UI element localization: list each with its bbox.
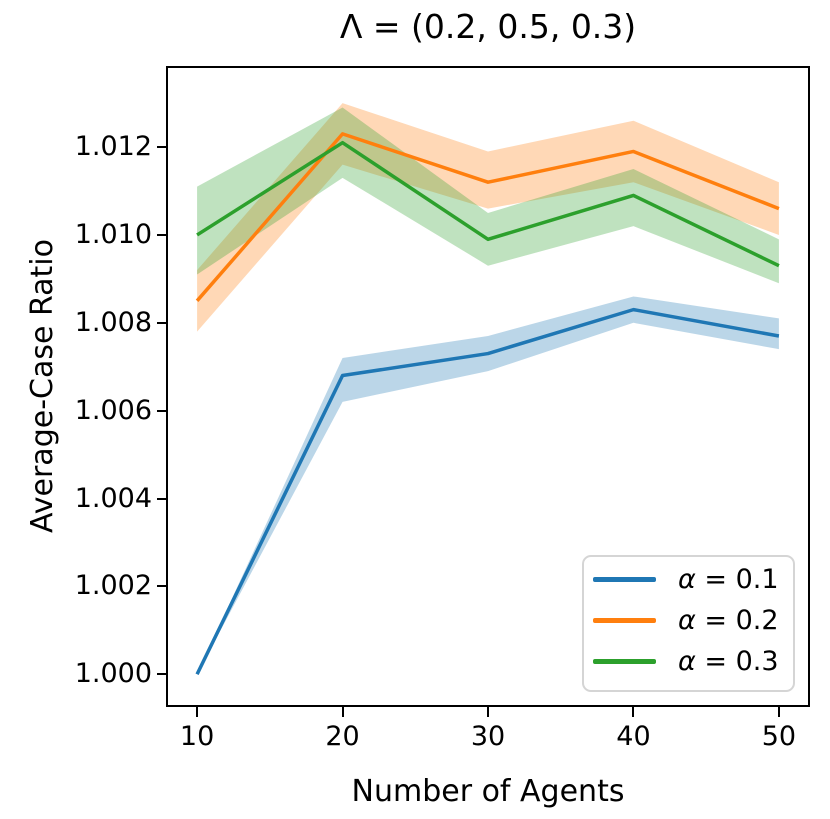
x-tick-mark bbox=[777, 707, 780, 717]
x-tick-mark bbox=[196, 707, 199, 717]
x-tick-mark bbox=[487, 707, 489, 717]
y-tick-label: 1.012 bbox=[74, 131, 152, 163]
y-tick-mark bbox=[157, 585, 167, 588]
alpha-0-1-line bbox=[195, 307, 780, 676]
alpha-0-2-legend-label: α = 0.2 bbox=[678, 605, 779, 636]
x-tick-label: 30 bbox=[470, 721, 506, 752]
x-tick-label: 10 bbox=[179, 721, 215, 752]
y-tick-label: 1.000 bbox=[74, 658, 152, 690]
x-tick-label: 20 bbox=[325, 721, 360, 752]
alpha-0-3-band bbox=[197, 107, 779, 284]
alpha-0-1-band bbox=[197, 296, 779, 675]
x-axis-label: Number of Agents bbox=[351, 774, 625, 809]
y-tick-mark bbox=[157, 497, 167, 500]
chart-title: Λ = (0.2, 0.5, 0.3) bbox=[339, 7, 637, 46]
legend: α = 0.1 α = 0.2 α = 0.3 bbox=[582, 555, 795, 692]
x-tick-mark bbox=[341, 707, 344, 717]
alpha-0-3-line bbox=[196, 140, 780, 268]
y-tick-mark bbox=[157, 673, 167, 676]
legend-entry-alpha-0-3: α = 0.3 bbox=[593, 641, 793, 682]
alpha-0-2-line bbox=[195, 132, 780, 302]
y-tick-label: 1.004 bbox=[74, 482, 152, 514]
legend-entry-alpha-0-2: α = 0.2 bbox=[593, 600, 793, 641]
x-tick-label: 40 bbox=[616, 721, 651, 752]
y-tick-mark bbox=[157, 409, 167, 412]
y-tick-label: 1.008 bbox=[74, 306, 152, 338]
y-tick-label: 1.006 bbox=[74, 394, 152, 426]
legend-entry-alpha-0-1: α = 0.1 bbox=[593, 559, 793, 600]
y-tick-label: 1.010 bbox=[74, 218, 152, 250]
alpha-0-2-band bbox=[197, 103, 779, 332]
alpha-0-2-legend-swatch bbox=[593, 618, 656, 623]
y-tick-mark bbox=[157, 321, 167, 324]
y-tick-mark bbox=[157, 233, 167, 236]
x-tick-label: 50 bbox=[761, 721, 797, 752]
alpha-0-3-legend-label: α = 0.3 bbox=[678, 646, 779, 677]
y-tick-label: 1.002 bbox=[74, 570, 152, 602]
plot-canvas bbox=[195, 103, 780, 676]
alpha-0-3-legend-swatch bbox=[593, 659, 656, 664]
y-tick-mark bbox=[157, 146, 167, 149]
x-tick-mark bbox=[632, 707, 635, 717]
plot-area bbox=[166, 66, 810, 707]
alpha-0-1-legend-swatch bbox=[593, 577, 656, 582]
alpha-0-1-legend-label: α = 0.1 bbox=[678, 564, 779, 595]
